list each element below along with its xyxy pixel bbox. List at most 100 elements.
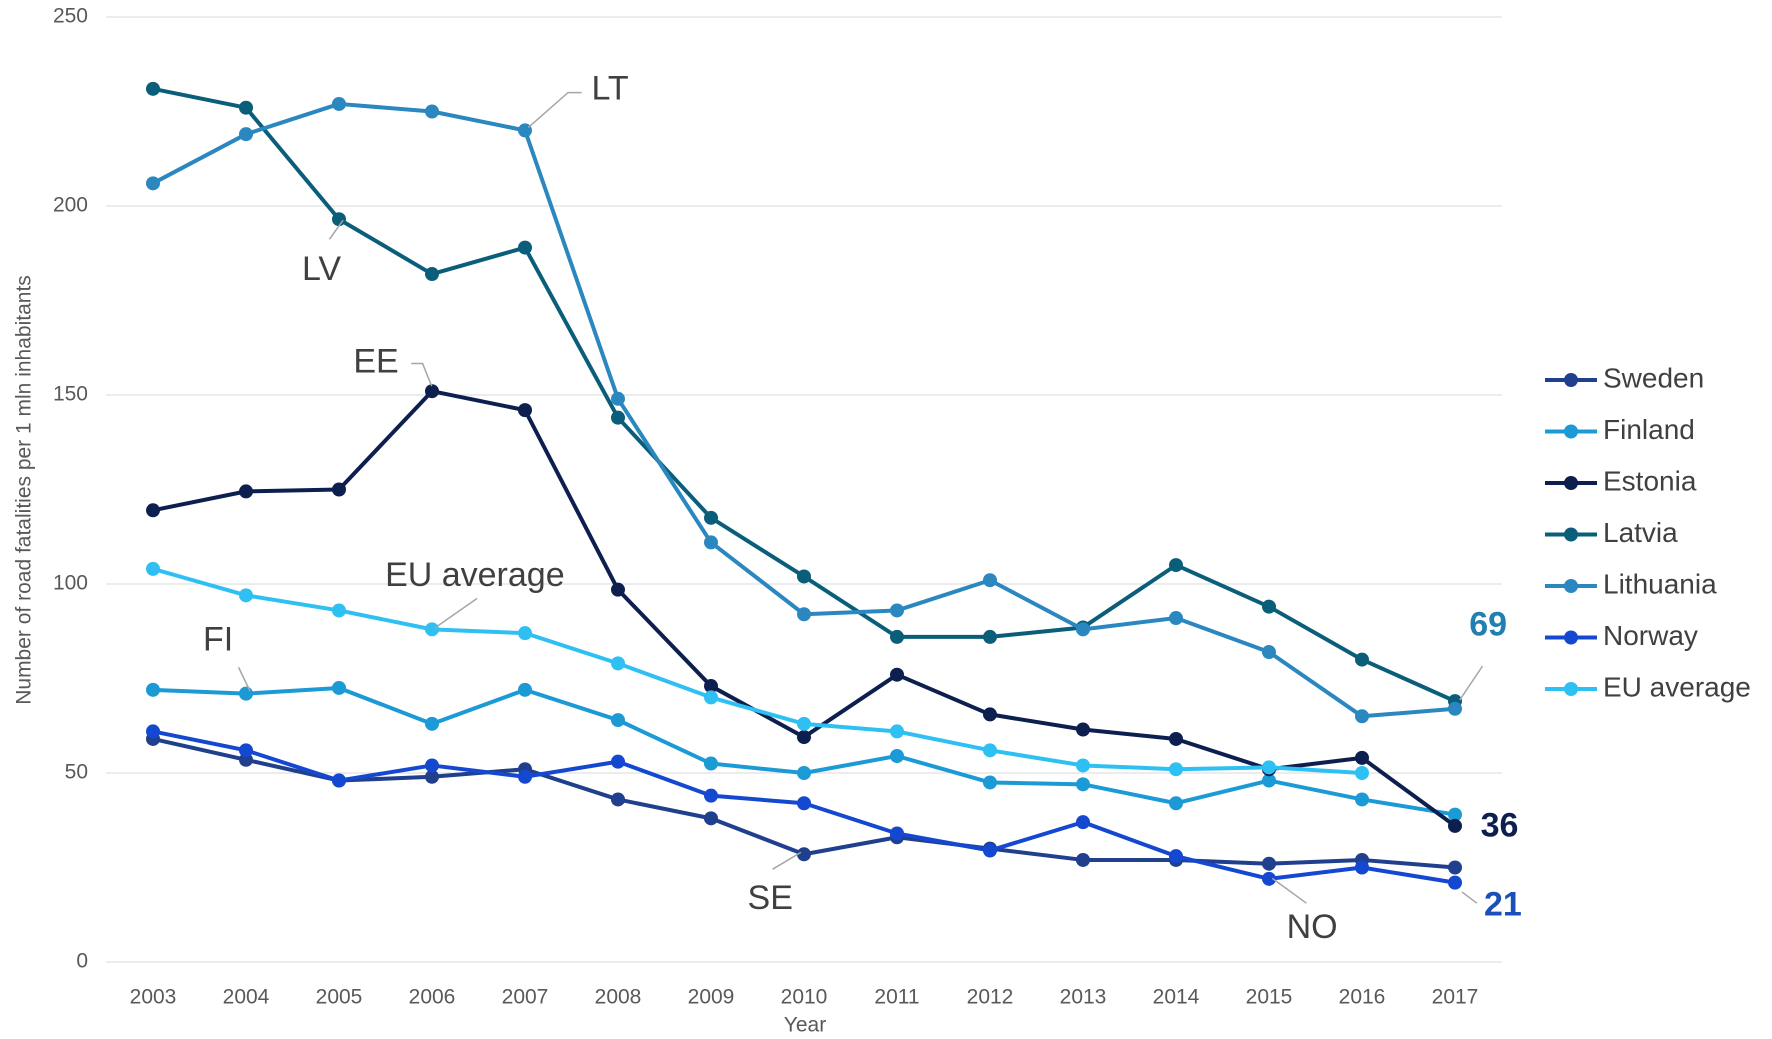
data-point — [704, 690, 718, 705]
leader-line — [411, 362, 433, 387]
data-point — [1262, 599, 1276, 614]
x-tick-label: 2011 — [874, 986, 919, 1009]
leader-line — [434, 597, 478, 629]
annotation: EE — [353, 343, 398, 381]
data-point — [797, 847, 811, 862]
data-point — [425, 716, 439, 731]
y-tick-label: 100 — [53, 572, 88, 595]
data-point — [1355, 792, 1369, 807]
data-point — [1448, 860, 1462, 875]
data-point — [1262, 871, 1276, 886]
x-tick-label: 2006 — [409, 986, 456, 1009]
legend-label: Latvia — [1603, 517, 1678, 548]
data-point — [890, 748, 904, 763]
data-point — [146, 682, 160, 697]
data-point — [239, 588, 253, 603]
data-point — [1169, 796, 1183, 811]
x-tick-label: 2003 — [130, 986, 177, 1009]
x-tick-label: 2008 — [595, 986, 642, 1009]
leader-line — [1271, 877, 1307, 904]
data-point — [704, 535, 718, 550]
data-point — [239, 100, 253, 115]
data-point — [1355, 652, 1369, 667]
data-point — [797, 766, 811, 780]
data-label: 36 — [1481, 807, 1519, 845]
data-point — [1076, 815, 1090, 830]
data-point — [611, 656, 625, 671]
data-point — [1076, 722, 1090, 737]
y-tick-label: 0 — [76, 950, 88, 973]
data-point — [1448, 807, 1462, 822]
data-point — [704, 811, 718, 826]
data-point — [611, 391, 625, 406]
data-point — [1448, 818, 1462, 833]
annotation: FI — [203, 620, 233, 658]
data-label: 21 — [1484, 886, 1522, 924]
series-line — [152, 101, 1456, 719]
data-point — [611, 582, 625, 597]
y-tick-label: 50 — [65, 761, 88, 784]
y-axis-title: Number of road fatalities per 1 mln inha… — [13, 275, 36, 705]
series-line — [152, 566, 1363, 775]
data-point — [611, 713, 625, 728]
legend-label: Sweden — [1603, 362, 1704, 393]
data-point — [983, 743, 997, 758]
data-point — [797, 796, 811, 811]
legend-marker — [1564, 527, 1578, 542]
annotation: LV — [302, 250, 341, 288]
data-point — [1169, 731, 1183, 746]
data-point — [1262, 856, 1276, 871]
data-point — [704, 756, 718, 771]
data-point — [518, 240, 532, 255]
annotation: NO — [1287, 908, 1338, 946]
leader-line — [527, 91, 582, 129]
data-point — [146, 724, 160, 739]
data-point — [890, 826, 904, 841]
data-point — [518, 769, 532, 784]
legend-label: EU average — [1603, 671, 1751, 702]
x-tick-label: 2004 — [223, 986, 270, 1009]
data-point — [1076, 622, 1090, 637]
data-point — [518, 682, 532, 697]
data-point — [983, 843, 997, 858]
leader-line — [772, 851, 802, 870]
data-point — [425, 758, 439, 773]
legend-label: Norway — [1603, 620, 1698, 651]
data-point — [239, 686, 253, 701]
data-point — [1169, 611, 1183, 626]
legend-label: Estonia — [1603, 465, 1697, 496]
leader-line — [1459, 665, 1484, 701]
x-tick-label: 2014 — [1153, 986, 1200, 1009]
data-point — [890, 667, 904, 682]
data-point — [239, 743, 253, 758]
leader-line — [237, 666, 251, 692]
data-point — [1355, 709, 1369, 724]
leader-line — [328, 219, 344, 240]
data-point — [1262, 645, 1276, 660]
data-point — [611, 792, 625, 807]
data-point — [1169, 762, 1183, 777]
data-point — [890, 629, 904, 644]
data-point — [1262, 773, 1276, 788]
data-point — [983, 707, 997, 722]
data-point — [1169, 558, 1183, 573]
data-point — [704, 788, 718, 803]
data-point — [1355, 750, 1369, 765]
data-point — [1355, 766, 1369, 780]
legend-label: Finland — [1603, 414, 1695, 445]
data-point — [146, 176, 160, 191]
data-point — [425, 622, 439, 637]
data-point — [239, 484, 253, 499]
series-line — [152, 685, 1456, 817]
annotation: SE — [748, 879, 793, 917]
data-point — [1262, 760, 1276, 775]
data-point — [983, 775, 997, 790]
legend-marker — [1564, 579, 1578, 593]
legend-label: Lithuania — [1603, 568, 1717, 599]
x-tick-label: 2016 — [1339, 986, 1386, 1009]
y-tick-label: 250 — [53, 5, 88, 28]
data-point — [1076, 777, 1090, 792]
data-point — [890, 724, 904, 739]
data-point — [425, 769, 439, 784]
